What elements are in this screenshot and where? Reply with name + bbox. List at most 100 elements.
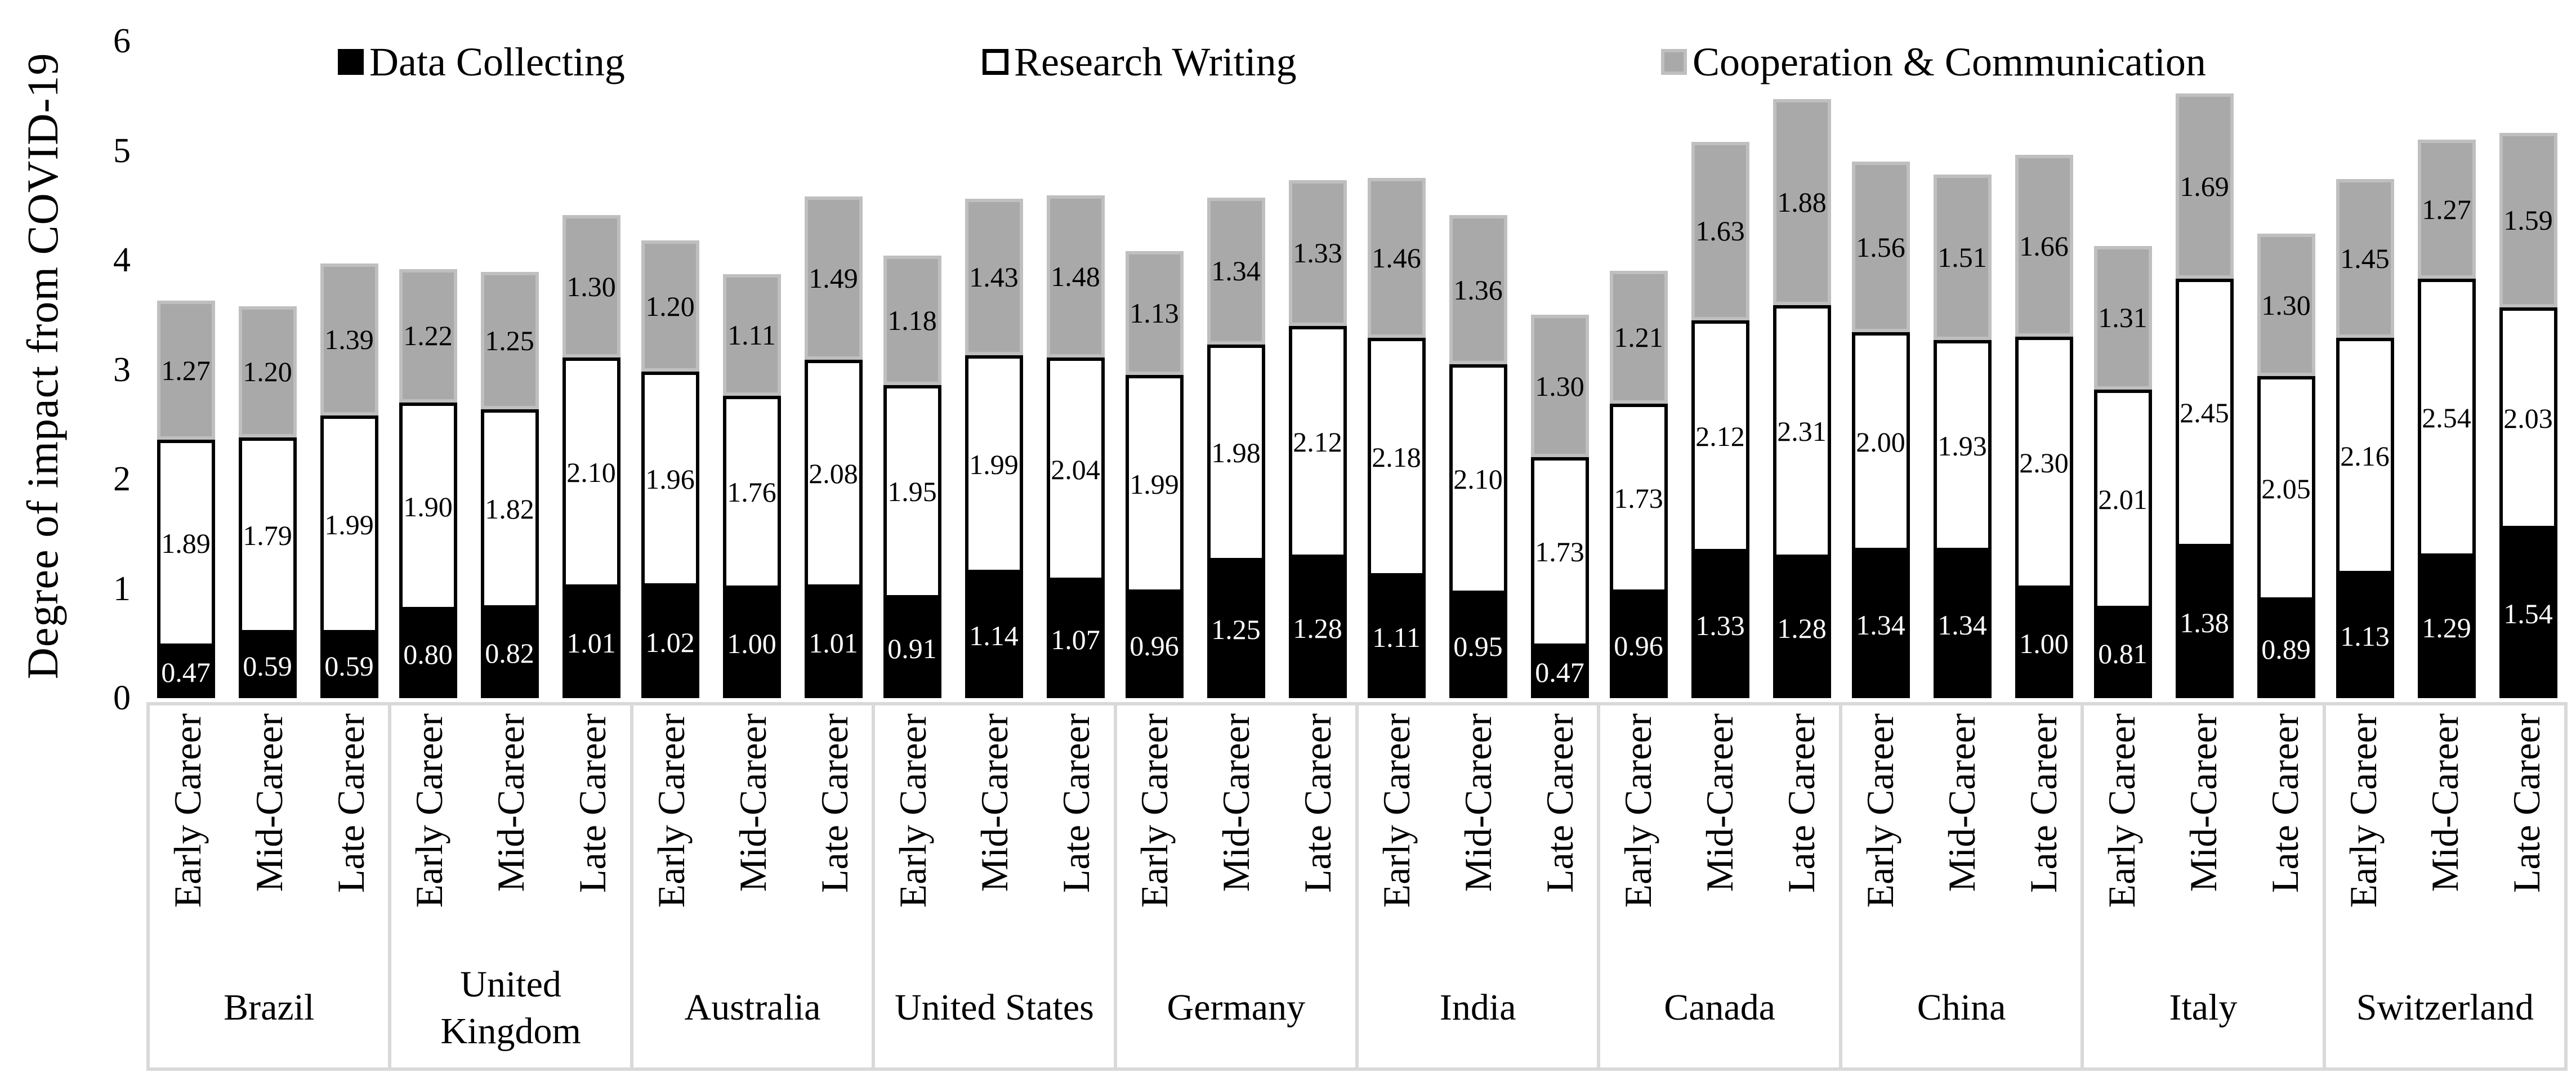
value-label: 1.76 <box>727 476 776 508</box>
value-label: 1.49 <box>809 262 858 294</box>
bar-segment-data-collecting: 0.59 <box>238 633 297 698</box>
value-label: 1.39 <box>324 324 374 356</box>
bar-segment-research-writing: 1.95 <box>883 385 941 599</box>
bar-segment-cooperation-communication: 1.30 <box>2257 234 2315 377</box>
bar-segment-data-collecting: 1.29 <box>2417 557 2476 698</box>
career-stage-label: Mid-Career <box>972 713 1016 892</box>
career-stage-labels: Early Career Mid-Career Late Career <box>1117 705 1355 949</box>
bar-segment-research-writing: 1.73 <box>1530 457 1589 647</box>
value-label: 1.13 <box>2340 620 2390 653</box>
stacked-bar: 1.00 1.76 1.11 <box>722 274 781 698</box>
legend-item-cooperation-communication: Cooperation & Communication <box>1661 42 2206 82</box>
bar-segment-cooperation-communication: 1.46 <box>1367 178 1426 338</box>
career-stage-label: Mid-Career <box>2423 713 2467 892</box>
bar-segment-data-collecting: 1.34 <box>1933 551 1992 698</box>
bar-segment-data-collecting: 0.81 <box>2093 609 2152 698</box>
country-group-canada: 0.96 1.73 1.21 1.33 2.12 1.63 1.28 2.31 1.88 <box>1599 0 1841 698</box>
value-label: 2.18 <box>1372 441 1421 473</box>
value-label: 0.96 <box>1129 629 1179 662</box>
stacked-bar: 1.33 2.12 1.63 <box>1691 141 1749 698</box>
value-label: 2.03 <box>2503 403 2553 435</box>
bar-segment-cooperation-communication: 1.36 <box>1449 215 1507 364</box>
category-cell-australia: Early Career Mid-Career Late Career Austral… <box>630 705 872 1067</box>
value-label: 1.25 <box>1211 614 1261 646</box>
bar-segment-data-collecting: 1.38 <box>2175 547 2234 698</box>
career-stage-label: Late Career <box>2505 713 2548 893</box>
category-cell-united-states: Early Career Mid-Career Late Career United … <box>872 705 1113 1067</box>
category-cell-switzerland: Early Career Mid-Career Late Career Switzer… <box>2322 705 2564 1067</box>
career-stage-labels: Early Career Mid-Career Late Career <box>2084 705 2322 949</box>
country-group-germany: 0.96 1.99 1.13 1.25 1.98 1.34 1.28 2.12 1.33 <box>1115 0 1357 698</box>
stacked-bar: 1.01 2.08 1.49 <box>804 196 863 698</box>
career-stage-label: Mid-Career <box>1940 713 1983 892</box>
bar-segment-research-writing: 1.82 <box>480 409 539 609</box>
stacked-bar: 1.02 1.96 1.20 <box>641 240 699 698</box>
bar-segment-research-writing: 2.08 <box>804 360 863 588</box>
category-cell-united-kingdom: Early Career Mid-Career Late Career United … <box>388 705 630 1067</box>
value-label: 0.59 <box>324 650 374 682</box>
career-stage-label: Mid-Career <box>489 713 533 892</box>
bar-segment-data-collecting: 1.01 <box>804 587 863 698</box>
value-label: 1.07 <box>1051 623 1100 655</box>
bar-segment-research-writing: 1.89 <box>157 440 215 647</box>
bar-segment-cooperation-communication: 1.21 <box>1609 271 1668 404</box>
value-label: 1.89 <box>161 527 211 559</box>
value-label: 2.31 <box>1777 415 1827 448</box>
value-label: 1.69 <box>2180 170 2229 202</box>
value-label: 1.99 <box>1129 468 1179 500</box>
career-stage-label: Mid-Career <box>247 713 291 892</box>
bar-segment-data-collecting: 1.00 <box>722 588 781 698</box>
value-label: 2.45 <box>2180 397 2229 429</box>
value-label: 1.30 <box>1535 370 1584 402</box>
value-label: 1.11 <box>1372 622 1421 654</box>
bar-segment-data-collecting: 1.13 <box>2336 574 2394 698</box>
bar-segment-data-collecting: 1.11 <box>1367 577 1426 698</box>
career-stage-label: Mid-Career <box>1456 713 1499 892</box>
category-cell-canada: Early Career Mid-Career Late Career Canada <box>1597 705 1838 1067</box>
country-group-italy: 0.81 2.01 1.31 1.38 2.45 1.69 0.89 2.05 1.30 <box>2083 0 2325 698</box>
bar-segment-research-writing: 1.76 <box>722 396 781 589</box>
bar-segment-cooperation-communication: 1.27 <box>157 301 215 440</box>
country-group-switzerland: 1.13 2.16 1.45 1.29 2.54 1.27 1.54 2.03 1.59 <box>2325 0 2568 698</box>
bar-segment-cooperation-communication: 1.66 <box>2015 155 2073 337</box>
y-axis-tick-label: 6 <box>113 22 131 60</box>
country-label: Canada <box>1664 987 1776 1029</box>
value-label: 1.02 <box>645 626 695 658</box>
bar-segment-cooperation-communication: 1.25 <box>480 272 539 409</box>
bar-segment-research-writing: 2.05 <box>2257 376 2315 601</box>
bar-segment-cooperation-communication: 1.48 <box>1046 195 1105 358</box>
country-label: China <box>1917 987 2006 1029</box>
legend-label: Cooperation & Communication <box>1693 39 2206 84</box>
value-label: 1.34 <box>1211 255 1261 287</box>
value-label: 1.99 <box>969 448 1019 480</box>
stacked-bar: 1.11 2.18 1.46 <box>1367 178 1426 698</box>
bar-segment-cooperation-communication: 1.49 <box>804 196 863 360</box>
value-label: 2.10 <box>1453 463 1503 495</box>
value-label: 1.34 <box>1937 609 1987 641</box>
category-cell-germany: Early Career Mid-Career Late Career Germany <box>1113 705 1355 1067</box>
stacked-bar: 1.07 2.04 1.48 <box>1046 195 1105 698</box>
career-stage-label: Late Career <box>1296 713 1340 893</box>
y-axis-tick-label: 5 <box>113 131 131 170</box>
bar-segment-research-writing: 1.73 <box>1609 403 1668 593</box>
category-cell-italy: Early Career Mid-Career Late Career Italy <box>2081 705 2322 1067</box>
stacked-bar: 1.01 2.10 1.30 <box>562 215 620 698</box>
career-stage-label: Late Career <box>571 713 614 893</box>
value-label: 2.12 <box>1695 421 1745 453</box>
career-stage-label: Early Career <box>891 713 934 908</box>
bar-segment-data-collecting: 1.34 <box>1851 551 1910 698</box>
career-stage-label: Early Career <box>2342 713 2385 908</box>
value-label: 0.96 <box>1614 629 1663 662</box>
bar-segment-cooperation-communication: 1.20 <box>238 306 297 438</box>
bar-segment-cooperation-communication: 1.88 <box>1773 99 1831 305</box>
value-label: 2.05 <box>2261 472 2311 504</box>
bar-segment-research-writing: 2.30 <box>2015 337 2073 589</box>
value-label: 1.36 <box>1453 274 1503 306</box>
bar-segment-cooperation-communication: 1.63 <box>1691 141 1749 320</box>
stacked-bar: 1.38 2.45 1.69 <box>2175 93 2234 698</box>
bar-segment-research-writing: 2.31 <box>1773 305 1831 558</box>
y-axis-tick-label: 4 <box>113 241 131 279</box>
value-label: 2.54 <box>2422 402 2471 434</box>
value-label: 1.31 <box>2098 302 2148 334</box>
value-label: 1.54 <box>2503 598 2553 630</box>
